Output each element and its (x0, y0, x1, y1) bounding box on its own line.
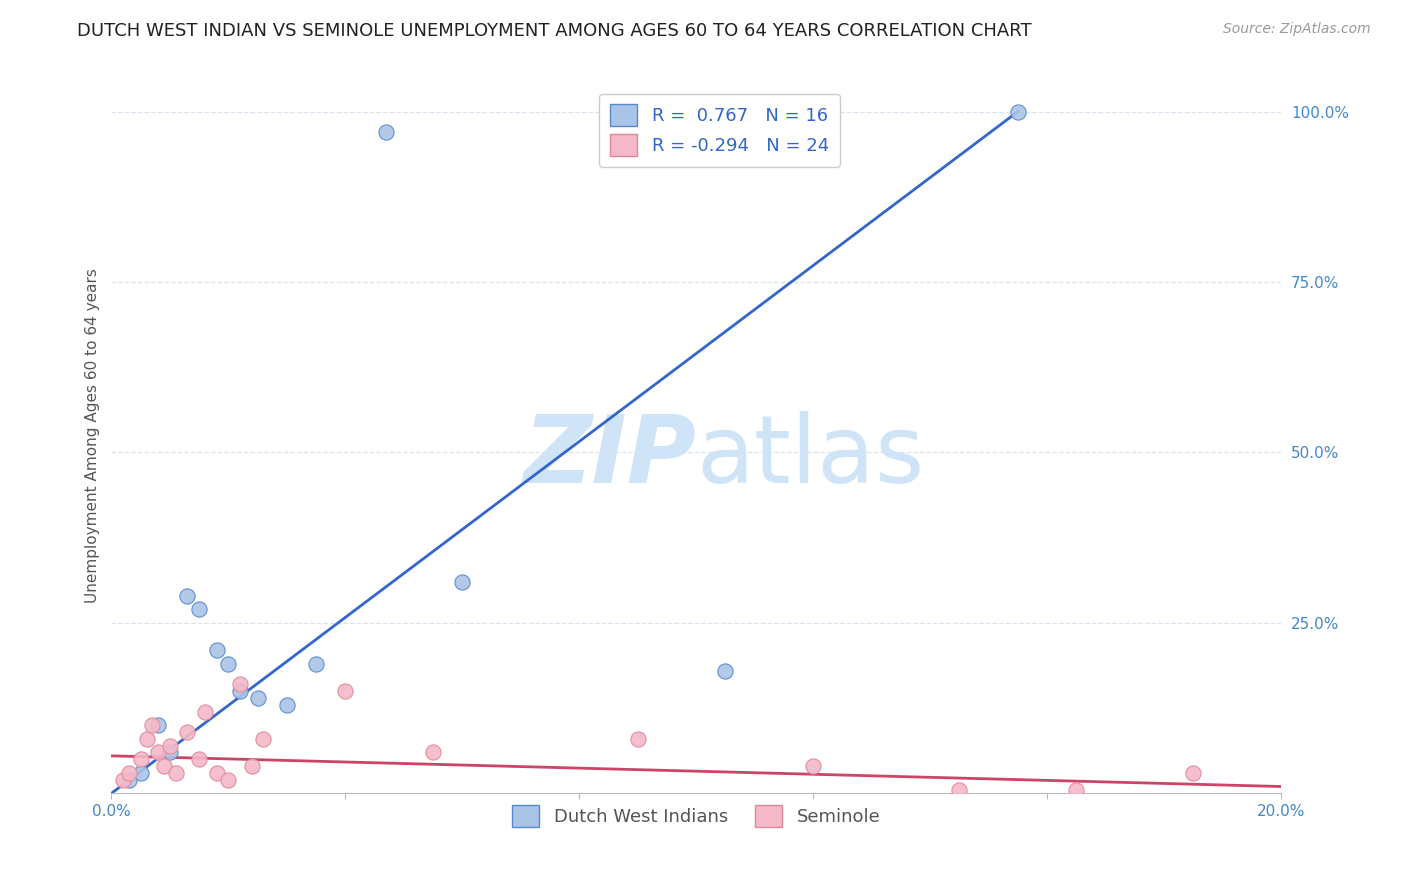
Point (276, 698, 298, 712)
Point (153, 759, 176, 773)
Point (129, 752, 152, 766)
Point (305, 657, 328, 671)
Point (948, 783, 970, 797)
Point (129, 765, 152, 780)
Point (1066, 783, 1088, 797)
Point (714, 664, 737, 678)
Point (1007, 104, 1029, 119)
Point (112, 772, 135, 787)
Point (118, 772, 141, 787)
Point (135, 731, 157, 746)
Text: DUTCH WEST INDIAN VS SEMINOLE UNEMPLOYMENT AMONG AGES 60 TO 64 YEARS CORRELATION: DUTCH WEST INDIAN VS SEMINOLE UNEMPLOYME… (77, 22, 1032, 40)
Point (240, 759, 263, 773)
Text: ZIP: ZIP (523, 411, 696, 503)
Point (252, 731, 274, 746)
Point (217, 657, 239, 671)
Point (229, 677, 252, 691)
Y-axis label: Unemployment Among Ages 60 to 64 years: Unemployment Among Ages 60 to 64 years (86, 268, 100, 603)
Point (118, 765, 141, 780)
Point (194, 705, 217, 719)
Point (801, 759, 824, 773)
Point (165, 765, 187, 780)
Point (159, 746, 181, 760)
Point (188, 602, 211, 616)
Point (205, 765, 228, 780)
Point (451, 574, 474, 589)
Point (176, 725, 198, 739)
Point (188, 752, 211, 766)
Point (148, 746, 170, 760)
Point (422, 746, 444, 760)
Text: atlas: atlas (696, 411, 925, 503)
Point (176, 589, 198, 603)
Point (217, 772, 239, 787)
Point (1182, 765, 1205, 780)
Point (148, 718, 170, 732)
Legend: Dutch West Indians, Seminole: Dutch West Indians, Seminole (505, 798, 887, 834)
Point (246, 690, 269, 705)
Point (627, 731, 650, 746)
Point (159, 739, 181, 753)
Point (141, 718, 163, 732)
Text: Source: ZipAtlas.com: Source: ZipAtlas.com (1223, 22, 1371, 37)
Point (205, 643, 228, 657)
Point (335, 684, 357, 698)
Point (375, 125, 398, 139)
Point (229, 684, 252, 698)
